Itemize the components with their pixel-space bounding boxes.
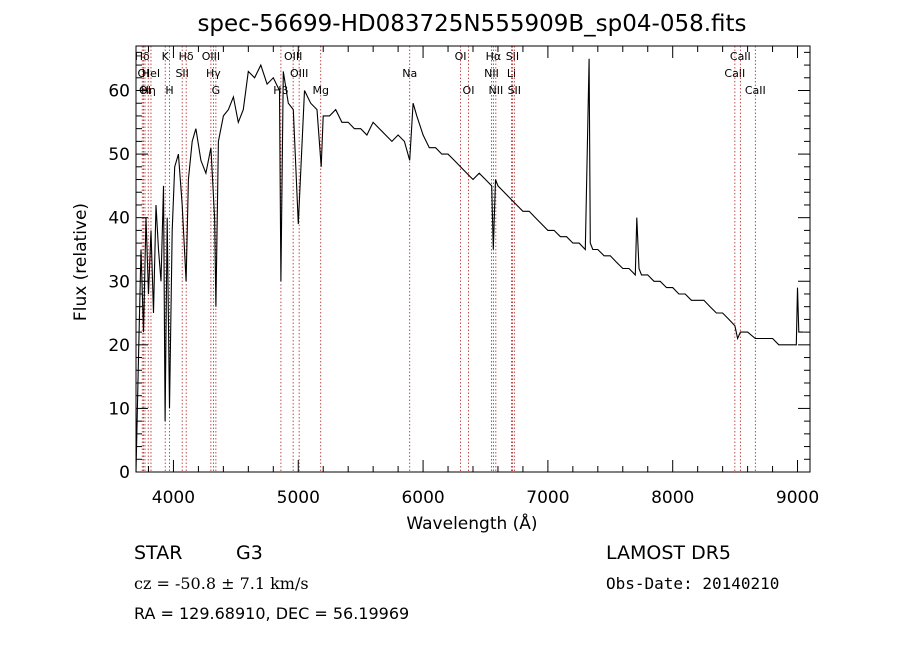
line-label-6: H <box>165 84 173 97</box>
line-label-11: G <box>212 84 221 97</box>
redshift-velocity: cz = -50.8 ± 7.1 km/s <box>134 574 309 593</box>
line-label-26: CaII <box>730 50 751 63</box>
line-label-3: Hη <box>141 84 156 97</box>
line-label-8: Hδ <box>179 50 194 63</box>
line-label-20: Hα <box>486 50 502 63</box>
object-subclass: G3 <box>236 542 263 564</box>
object-class: STAR <box>134 542 182 564</box>
line-label-24: SII <box>508 84 521 97</box>
x-axis-label: Wavelength (Å) <box>406 512 537 534</box>
y-tick-label-0: 0 <box>119 463 130 483</box>
line-label-9: OIII <box>202 50 220 63</box>
line-label-15: Mg <box>312 84 328 97</box>
chart-title: spec-56699-HD083725N555909B_sp04-058.fit… <box>197 11 746 37</box>
x-tick-label-1: 5000 <box>277 488 320 508</box>
line-label-0: Hδ <box>135 50 150 63</box>
line-label-21: NII <box>488 84 503 97</box>
y-axis: 0 10 20 30 40 50 60 <box>108 51 810 483</box>
x-tick-label-5: 9000 <box>776 488 819 508</box>
y-tick-label-1: 10 <box>108 399 130 419</box>
line-label-16: Na <box>402 67 417 80</box>
y-tick-label-4: 40 <box>108 209 130 229</box>
line-label-14: OIII <box>290 67 308 80</box>
line-label-25: CaII <box>724 67 745 80</box>
observation-date: Obs-Date: 20140210 <box>606 574 779 593</box>
x-axis: 4000 5000 6000 7000 8000 9000 <box>147 46 819 508</box>
x-tick-label-2: 6000 <box>401 488 444 508</box>
spectrum-line <box>135 58 804 473</box>
line-label-19: NII <box>484 67 499 80</box>
y-axis-label: Flux (relative) <box>71 203 91 321</box>
sky-coordinates: RA = 129.68910, DEC = 56.19969 <box>134 604 409 623</box>
x-tick-label-4: 8000 <box>651 488 694 508</box>
line-label-7: SII <box>175 67 188 80</box>
line-label-17: OI <box>455 50 467 63</box>
line-label-13: OIII <box>284 50 302 63</box>
line-label-18: OI <box>463 84 475 97</box>
line-label-5: K <box>162 50 170 63</box>
y-tick-label-6: 60 <box>108 82 130 102</box>
y-tick-label-2: 20 <box>108 336 130 356</box>
line-label-23: SII <box>506 50 519 63</box>
x-tick-label-3: 7000 <box>526 488 569 508</box>
y-tick-label-5: 50 <box>108 145 130 165</box>
line-label-27: CaII <box>745 84 766 97</box>
survey-name: LAMOST DR5 <box>606 542 731 564</box>
x-tick-label-0: 4000 <box>152 488 195 508</box>
line-label-4: HeI <box>142 67 160 80</box>
line-label-10: Hγ <box>206 67 221 80</box>
y-tick-label-3: 30 <box>108 272 130 292</box>
line-label-12: Hβ <box>273 84 288 97</box>
line-label-22: Li <box>507 67 516 80</box>
line-label-1: OI <box>138 67 150 80</box>
plot-frame <box>135 45 811 473</box>
